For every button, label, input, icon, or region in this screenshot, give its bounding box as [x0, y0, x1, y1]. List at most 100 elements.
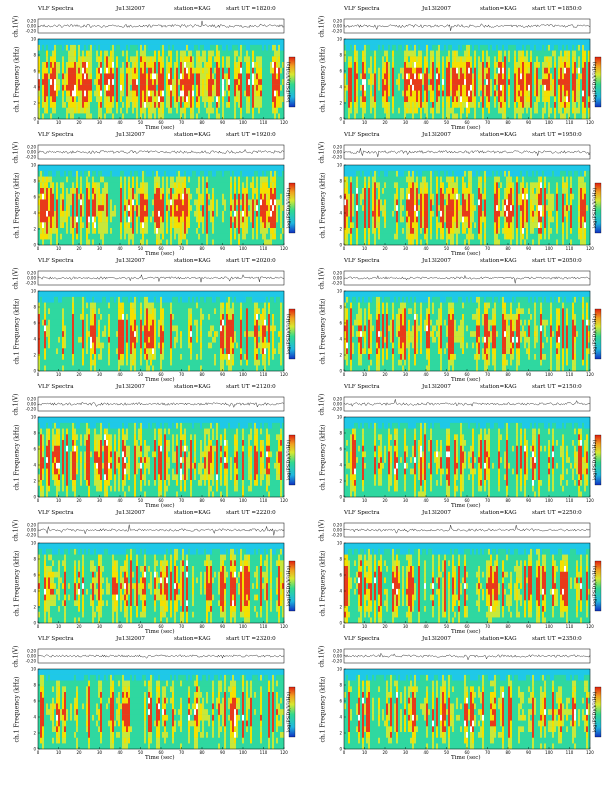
spectrogram-cell [82, 107, 85, 114]
spectrogram-cell [274, 113, 277, 120]
spectrogram-cell [192, 101, 195, 108]
spectrogram-cell [172, 67, 175, 74]
spectrogram-cell [200, 216, 203, 223]
spectrogram-cell [94, 101, 97, 108]
spectrogram-cell [194, 210, 197, 217]
spectrogram-cell [456, 56, 459, 62]
spectrogram-cell [92, 227, 95, 234]
spectrogram-cell [152, 210, 155, 217]
spectrogram-cell [144, 216, 147, 223]
spectrogram-cell [268, 73, 271, 80]
spectrogram-cell [480, 79, 483, 85]
spectrogram-cell [238, 199, 241, 206]
spectrogram-cell [346, 39, 349, 45]
spectrogram-cell [204, 90, 207, 97]
spectrogram-cell [164, 96, 167, 102]
spectrogram-cell [504, 61, 507, 68]
spectrogram-cell [424, 113, 427, 120]
spectrogram-cell [458, 61, 461, 68]
spectrogram-cell [382, 90, 385, 97]
spectrogram-cell [354, 79, 357, 85]
spectrogram-cell [156, 61, 159, 68]
spectrogram-cell [82, 56, 85, 62]
spectrogram-cell [94, 39, 97, 45]
spectrogram-cell [80, 222, 83, 228]
spectrogram-cell [556, 73, 559, 80]
spectrogram-cell [188, 44, 191, 51]
spectrogram-cell [426, 84, 429, 91]
spectrogram-cell [204, 101, 207, 108]
spectrogram-cell [550, 96, 553, 102]
spectrogram-cell [200, 67, 203, 74]
spectrogram-cell [214, 90, 217, 97]
spectrogram-cell [198, 176, 201, 183]
spectrogram-cell [162, 176, 165, 183]
spectrogram-cell [522, 50, 525, 57]
spectrogram-cell [420, 79, 423, 85]
spectrogram-cell [384, 107, 387, 114]
spectrogram-cell [122, 73, 125, 80]
spectrogram-cell [454, 113, 457, 120]
spectrogram-cell [582, 107, 585, 114]
spectrogram-cell [432, 50, 435, 57]
spectrogram-cell [44, 90, 47, 97]
spectrogram-cell [498, 96, 501, 102]
spectrogram-cell [152, 182, 155, 188]
spectrogram-cell [266, 67, 269, 74]
spectrogram-cell [224, 216, 227, 223]
spectrogram-cell [90, 84, 93, 91]
spectrogram-cell [222, 205, 225, 211]
spectrogram-cell [124, 50, 127, 57]
spectrogram-cell [42, 90, 45, 97]
spectrogram-cell [182, 193, 185, 200]
spectrogram-cell [562, 61, 565, 68]
spectrogram-cell [220, 193, 223, 200]
chart-date: Ju13l2007 [116, 6, 145, 12]
spectrogram-cell [40, 56, 43, 62]
spectrogram-cell [178, 73, 181, 80]
spectrogram-cell [456, 39, 459, 45]
spectrogram-cell [116, 56, 119, 62]
spectrogram-cell [536, 39, 539, 45]
spectrogram-cell [428, 39, 431, 45]
spectrogram-cell [586, 113, 589, 120]
spectrogram-cell [414, 84, 417, 91]
spectrogram-cell [152, 113, 155, 120]
spectrogram-cell [408, 67, 411, 74]
spectrogram-cell [104, 165, 107, 171]
spectrogram-cell [376, 101, 379, 108]
spectrogram-cell [64, 101, 67, 108]
spectrogram-cell [180, 165, 183, 171]
spectrogram-cell [422, 107, 425, 114]
spectrogram-cell [276, 67, 279, 74]
spectrogram-cell [80, 205, 83, 211]
spectrogram-cell [70, 39, 73, 45]
spectrogram-cell [110, 222, 113, 228]
spectrogram-cell [216, 84, 219, 91]
spectrogram-cell [486, 90, 489, 97]
spectrogram-cell [138, 50, 141, 57]
spectrogram-cell [152, 205, 155, 211]
spectrogram-cell [60, 239, 63, 246]
spectrogram-cell [270, 73, 273, 80]
spectrogram-cell [184, 107, 187, 114]
spectrogram-cell [488, 113, 491, 120]
y-tick-label: 8 [33, 52, 36, 57]
spectrogram-cell [466, 56, 469, 62]
spectrogram-cell [216, 187, 219, 194]
spectrogram-cell [82, 67, 85, 74]
spectrogram-cell [430, 44, 433, 51]
spectrogram-cell [432, 61, 435, 68]
spectrogram-cell [186, 182, 189, 188]
spectrogram-cell [230, 79, 233, 85]
spectrogram-cell [226, 61, 229, 68]
spectrogram-cell [218, 79, 221, 85]
spectrogram-cell [44, 107, 47, 114]
spectrogram-cell [520, 73, 523, 80]
spectrogram-cell [280, 96, 283, 102]
spectrogram-cell [468, 50, 471, 57]
spectrogram-cell [88, 73, 91, 80]
spectrogram-cell [370, 79, 373, 85]
spectrogram-cell [174, 205, 177, 211]
